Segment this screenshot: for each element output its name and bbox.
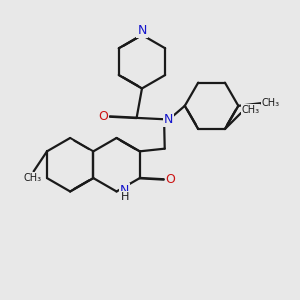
Text: CH₃: CH₃ [23,173,41,183]
Text: O: O [98,110,108,123]
Text: N: N [137,24,147,38]
Text: N: N [120,184,129,197]
Text: N: N [164,113,173,126]
Text: CH₃: CH₃ [241,105,260,115]
Text: H: H [120,192,129,203]
Text: O: O [166,173,176,186]
Text: CH₃: CH₃ [261,98,280,108]
